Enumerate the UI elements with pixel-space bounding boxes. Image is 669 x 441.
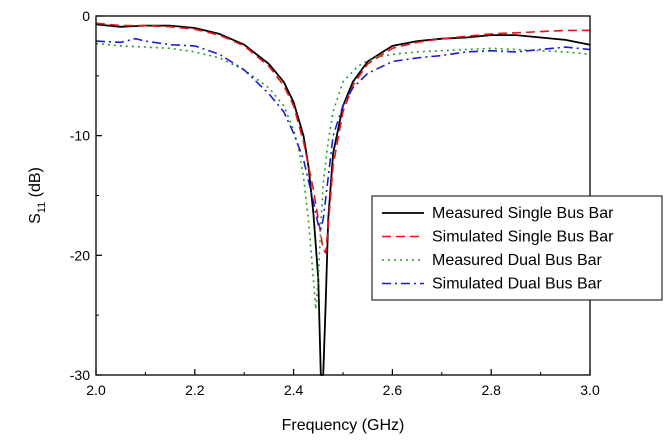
y-tick-label: -30: [70, 367, 90, 383]
y-axis-title-main: S: [27, 213, 44, 224]
x-tick-label: 2.4: [284, 382, 304, 398]
y-axis-title: S11 (dB): [27, 167, 48, 224]
y-tick-label: 0: [82, 8, 90, 24]
y-axis-title-unit: (dB): [27, 167, 44, 202]
x-tick-label: 2.2: [185, 382, 205, 398]
y-tick-label: -20: [70, 247, 90, 263]
series-line-2: [95, 42, 591, 311]
legend-label-simulated-dual: Simulated Dual Bus Bar: [432, 276, 603, 293]
legend: Measured Single Bus Bar Simulated Single…: [371, 195, 663, 301]
y-tick-label: -10: [70, 128, 90, 144]
series-line-1: [95, 22, 590, 254]
x-tick-label: 2.0: [86, 382, 106, 398]
legend-label-measured-dual: Measured Dual Bus Bar: [432, 252, 603, 269]
series-line-3: [95, 37, 591, 230]
x-tick-label: 3.0: [580, 382, 600, 398]
y-axis-title-subscript: 11: [36, 202, 48, 213]
axis-ticks: 2.0 2.2 2.4 2.6 2.8 3.0 0 -10 -20 -30: [70, 8, 600, 398]
legend-label-measured-single: Measured Single Bus Bar: [432, 205, 614, 222]
legend-label-simulated-single: Simulated Single Bus Bar: [432, 229, 614, 246]
x-tick-label: 2.8: [481, 382, 501, 398]
x-axis-title: Frequency (GHz): [282, 417, 405, 434]
x-tick-label: 2.6: [383, 382, 403, 398]
